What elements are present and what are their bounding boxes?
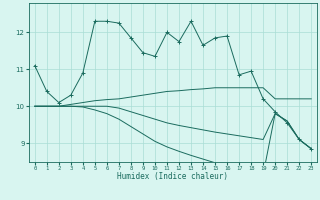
X-axis label: Humidex (Indice chaleur): Humidex (Indice chaleur) <box>117 172 228 181</box>
